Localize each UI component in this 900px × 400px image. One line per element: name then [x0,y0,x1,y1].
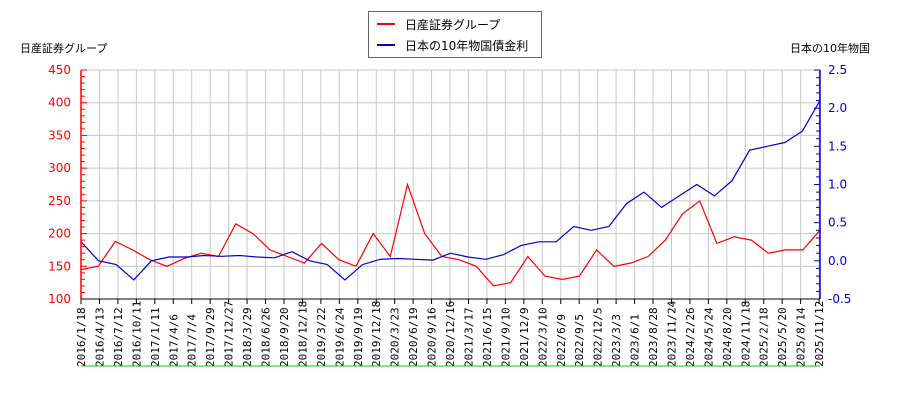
x-tick-label: 2019/9/19 [352,307,365,367]
left-tick-label: 400 [48,96,71,110]
x-tick-label: 2017/12/27 [223,301,236,367]
x-tick-label: 2024/8/20 [721,307,734,367]
left-axis-title: 日産証券グループ [20,42,108,55]
x-tick-label: 2019/6/24 [333,307,346,367]
chart-legend: 日産証券グループ 日本の10年物国債金利 [368,11,542,58]
x-tick-label: 2025/2/18 [758,307,771,367]
x-tick-label: 2021/6/15 [481,307,494,367]
left-tick-label: 250 [48,194,71,208]
x-tick-label: 2021/12/9 [518,307,531,367]
legend-item-bond: 日本の10年物国債金利 [369,35,528,55]
x-tick-label: 2021/9/10 [499,307,512,367]
x-tick-label: 2018/3/29 [241,307,254,367]
x-tick-label: 2018/6/26 [260,307,273,367]
x-tick-label: 2016/10/11 [130,301,143,367]
x-tick-label: 2020/6/19 [407,307,420,367]
axes: 2016/1/18 2016/4/13 2016/7/12 2016/10/11 201… [48,63,851,367]
x-tick-label: 2025/5/20 [776,307,789,367]
legend-item-stock: 日産証券グループ [369,14,500,34]
grid-lines [81,69,820,300]
legend-swatch-red [377,23,395,25]
right-axis-title: 日本の10年物国 [790,42,870,55]
x-tick-label: 2024/11/18 [739,301,752,367]
x-tick-label: 2022/12/5 [592,307,605,367]
x-tick-label: 2024/5/24 [702,307,715,367]
x-tick-label: 2023/6/1 [629,314,642,367]
legend-swatch-blue [377,44,395,46]
left-tick-label: 350 [48,128,71,142]
x-tick-label: 2016/4/13 [93,307,106,367]
x-tick-label: 2023/3/3 [610,314,623,367]
left-tick-label: 150 [48,259,71,273]
right-tick-label: 0.0 [828,254,847,268]
legend-label: 日本の10年物国債金利 [405,38,529,53]
x-tick-label: 2016/1/18 [75,307,88,367]
x-tick-label: 2019/12/18 [370,301,383,367]
right-tick-label: 2.0 [828,101,847,115]
x-tick-label: 2019/3/22 [315,307,328,367]
series-bond-line [80,100,821,281]
x-tick-label: 2021/3/17 [462,307,475,367]
left-tick-label: 100 [48,292,71,306]
left-tick-label: 300 [48,161,71,175]
left-tick-label: 450 [48,63,71,77]
x-tick-label: 2017/1/11 [149,307,162,367]
x-tick-label: 2020/12/16 [444,301,457,367]
x-tick-label: 2025/11/12 [813,301,826,367]
right-tick-label: 2.5 [828,63,847,77]
left-tick-label: 200 [48,227,71,241]
x-tick-label: 2023/11/24 [665,300,678,367]
x-tick-label: 2022/9/5 [573,314,586,367]
x-tick-label: 2020/9/16 [426,307,439,367]
x-tick-label: 2017/9/29 [204,307,217,367]
right-tick-label: -0.5 [828,292,851,306]
x-tick-label: 2018/9/20 [278,307,291,367]
legend-label: 日産証券グループ [405,17,501,32]
x-tick-label: 2025/8/14 [795,307,808,367]
x-tick-label: 2022/6/9 [555,314,568,367]
x-tick-label: 2017/7/4 [186,314,199,367]
right-tick-label: 0.5 [828,216,847,230]
x-tick-label: 2018/12/18 [296,301,309,367]
right-tick-label: 1.0 [828,178,847,192]
x-tick-label: 2016/7/12 [112,307,125,367]
x-tick-label: 2017/4/6 [167,314,180,367]
x-tick-label: 2020/3/23 [389,307,402,367]
x-tick-label: 2024/2/26 [684,307,697,367]
x-tick-label: 2022/3/10 [536,307,549,367]
series-stock-line [80,182,821,287]
x-tick-label: 2023/8/28 [647,307,660,367]
right-tick-label: 1.5 [828,139,847,153]
